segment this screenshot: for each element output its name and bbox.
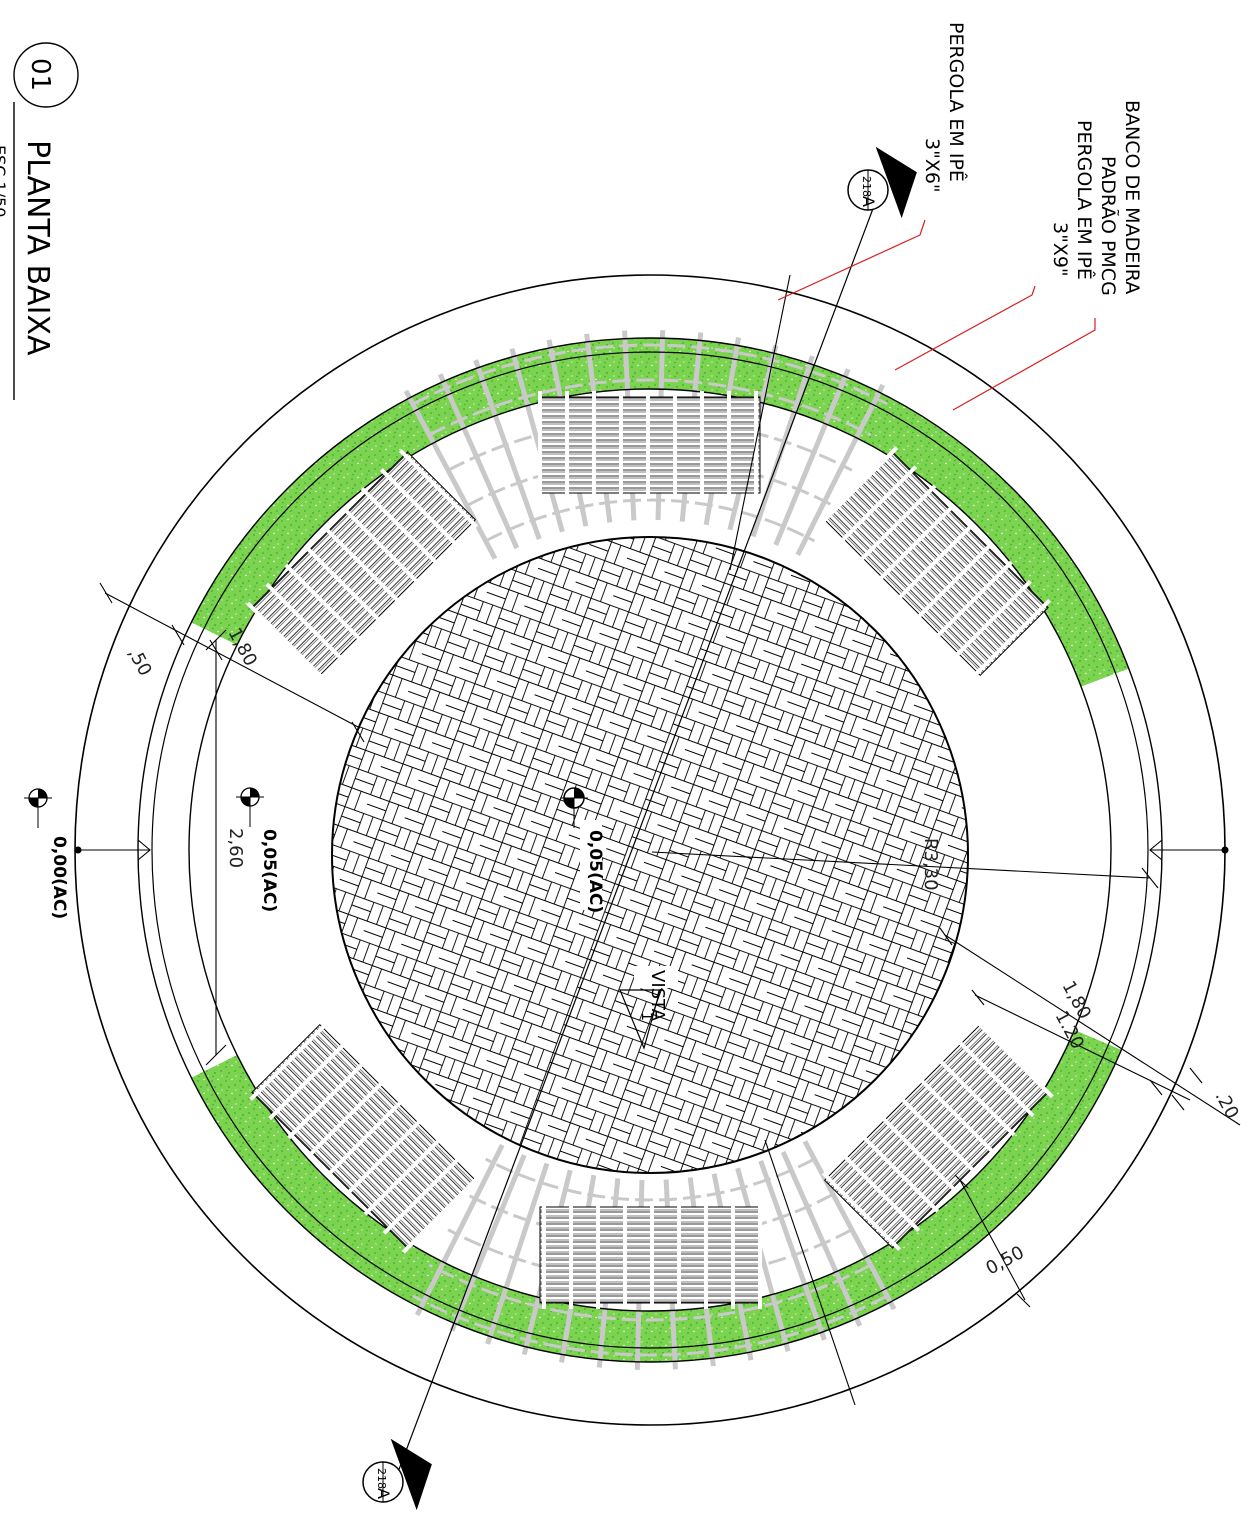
pergola-small-size: 3"X6" — [921, 138, 943, 193]
view-number: 1 — [638, 1012, 654, 1021]
level-marker-center: 0,05(AC) — [560, 787, 605, 913]
pergola-purlin — [428, 1263, 872, 1322]
pergola-beam — [802, 1140, 897, 1311]
bench — [538, 391, 761, 499]
pergola-beam — [437, 373, 520, 550]
section-letter-bottom: A — [374, 1488, 393, 1499]
pergola-beam — [735, 1167, 791, 1352]
pergola-beam — [473, 359, 542, 540]
pergola-purlin — [412, 1294, 888, 1357]
dim-radius: R3,30 — [920, 838, 941, 891]
level-marker-outer: 0,00(AC) — [24, 788, 69, 919]
pergola-small-title: PERGOLA EM IPÊ — [945, 22, 968, 182]
pergola-purlin — [447, 418, 853, 472]
title-block: 01 PLANTA BAIXA ESC 1/50 — [0, 42, 79, 400]
pergola-large-size: 3"X9" — [1049, 222, 1071, 277]
pergola-beam — [795, 383, 886, 557]
section-sheet-bottom: 218 — [375, 1468, 388, 1489]
pergola-purlin — [466, 458, 834, 507]
title-name: PLANTA BAIXA — [20, 140, 55, 356]
level-center-text: 0,05(AC) — [585, 830, 605, 913]
title-scale: ESC 1/50 — [0, 145, 9, 217]
section-sheet: 218 — [860, 176, 873, 197]
view-marker[interactable]: VISTA 1 — [619, 966, 678, 1050]
leader-lines — [777, 219, 1096, 411]
bench-title: BANCO DE MADEIRA — [1121, 100, 1143, 294]
pergola-purlin — [412, 343, 888, 406]
dim-left-span: 2,60 — [225, 828, 246, 868]
pergola-purlin — [466, 1193, 834, 1242]
pergola-purlin — [447, 1228, 853, 1282]
pergola-purlin — [428, 378, 872, 437]
pergola-beam — [414, 1143, 505, 1317]
pergola-large-title: PERGOLA EM IPÊ — [1073, 120, 1096, 280]
pergola-purlin — [484, 1157, 816, 1202]
dim-lower-right: 0,50 — [982, 1242, 1027, 1279]
view-label: VISTA — [647, 970, 668, 1022]
pergola-beam — [485, 1162, 550, 1345]
bench — [818, 446, 1051, 679]
ring-walk-circle — [151, 351, 1149, 1349]
pergola-beam — [403, 389, 498, 560]
level-outer-text: 0,00(AC) — [49, 836, 69, 919]
title-number: 01 — [25, 58, 55, 91]
bench — [821, 1018, 1054, 1251]
pergola-beam — [758, 1160, 827, 1341]
pergola-beam — [750, 355, 815, 538]
section-marker-bottom[interactable]: A 218 — [362, 1429, 445, 1511]
bench — [249, 1021, 482, 1254]
pergola-purlin — [484, 498, 816, 543]
pergola-beam — [509, 348, 565, 533]
annotations: PERGOLA EM IPÊ 3"X6" BANCO DE MADEIRA PA… — [921, 22, 1143, 296]
bench-groups — [246, 391, 1054, 1309]
level-ring-text: 0,05(AC) — [259, 829, 279, 912]
dimension-lines — [74, 274, 1241, 1406]
section-line — [394, 189, 881, 1481]
pergola-beam — [449, 1154, 527, 1332]
pergola-beam — [773, 368, 851, 546]
level-marker-ring: 0,05(AC) — [236, 787, 279, 912]
central-paving — [331, 536, 969, 1174]
section-letter: A — [859, 196, 878, 207]
bench — [539, 1201, 762, 1309]
pergola-beam — [780, 1150, 863, 1327]
bench — [246, 449, 479, 682]
planting-inner-circle — [188, 388, 1112, 1312]
bench-sub: PADRÃO PMCG — [1097, 156, 1120, 296]
section-marker-top[interactable]: A 218 — [847, 137, 930, 219]
dim-right-c: .20 — [1211, 1087, 1243, 1122]
title-number-circle — [13, 42, 79, 108]
